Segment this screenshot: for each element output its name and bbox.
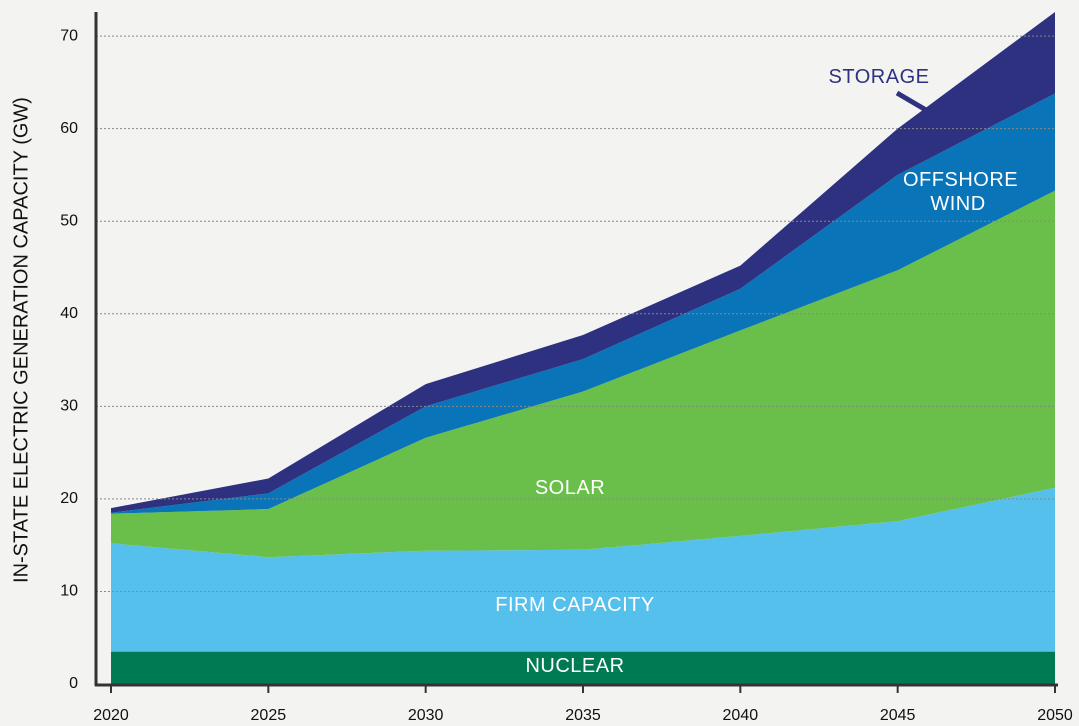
x-tick-label: 2030 [408,707,444,724]
area [111,651,1055,684]
x-tick-label: 2025 [251,707,287,724]
x-tick-label: 2045 [880,707,916,724]
x-tick-label: 2035 [565,707,601,724]
x-tick-label: 2050 [1037,707,1073,724]
y-tick-label: 40 [60,305,78,322]
area [111,190,1055,558]
x-tick-label: 2040 [723,707,759,724]
series-label: NUCLEAR [525,655,625,677]
y-axis-label: IN-STATE ELECTRIC GENERATION CAPACITY (G… [10,97,32,583]
y-tick-label: 30 [60,398,78,415]
series-label: OFFSHORE WIND [903,169,1019,215]
series-label: FIRM CAPACITY [495,594,655,616]
y-tick-label: 0 [69,675,78,692]
x-tick-label: 2020 [93,707,129,724]
series-label: STORAGE [828,66,930,88]
storage-pointer [895,90,928,113]
series-label: SOLAR [534,477,606,499]
y-tick-label: 70 [60,27,78,44]
y-tick-label: 20 [60,490,78,507]
y-tick-label: 10 [60,583,78,600]
y-tick-label: 50 [60,212,78,229]
y-tick-label: 60 [60,120,78,137]
area [111,487,1055,652]
